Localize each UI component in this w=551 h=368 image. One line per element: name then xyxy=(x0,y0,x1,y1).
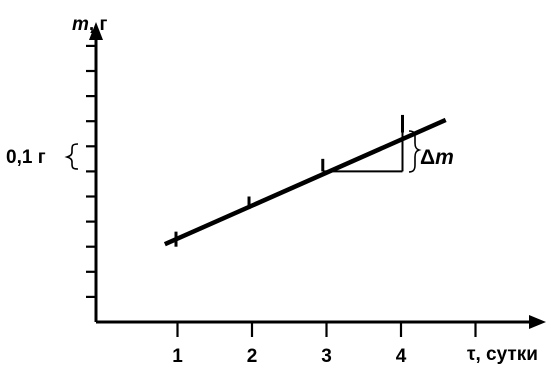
y-axis-variable: m xyxy=(72,14,89,35)
svg-text:m, г: m, г xyxy=(72,14,107,35)
data-point-markers xyxy=(174,114,404,247)
left-brace xyxy=(64,143,79,170)
axes xyxy=(89,22,546,329)
delta-triangle xyxy=(322,132,404,173)
delta-symbol: Δ xyxy=(420,146,435,169)
x-tick-label: 3 xyxy=(321,346,332,367)
svg-text:τ, сутки: τ, сутки xyxy=(467,344,538,365)
x-ticks xyxy=(176,322,477,337)
y-axis-arrow xyxy=(89,22,103,40)
x-tick-label: 4 xyxy=(396,346,407,367)
annotations: m, г τ, сутки 0,1 г Δm xyxy=(6,14,538,365)
delta-brace xyxy=(408,130,422,173)
x-tick-label: 2 xyxy=(247,346,258,367)
fit-line xyxy=(163,117,447,247)
left-brace-label: 0,1 г xyxy=(6,147,46,168)
series xyxy=(163,117,447,247)
x-tick-label: 1 xyxy=(172,346,183,367)
y-ticks xyxy=(86,44,96,298)
delta-variable: m xyxy=(435,146,454,169)
x-tick-labels: 1 2 3 4 xyxy=(172,346,407,367)
x-axis-arrow xyxy=(529,315,546,329)
svg-text:Δm: Δm xyxy=(420,146,454,169)
x-axis-variable: τ xyxy=(467,344,476,365)
x-axis-unit: , сутки xyxy=(475,344,537,365)
y-axis-unit: , г xyxy=(89,14,108,35)
